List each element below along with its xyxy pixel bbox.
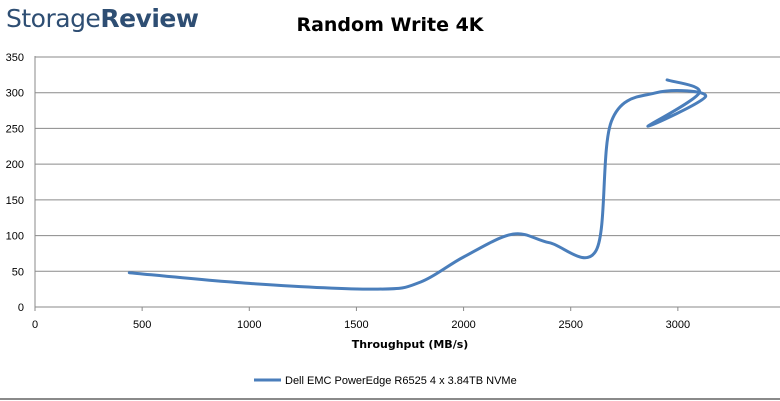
series-line (127, 78, 708, 291)
gridlines (35, 56, 780, 272)
y-tick-label: 350 (6, 52, 24, 64)
x-tick-label: 2000 (451, 319, 475, 331)
logo-text-storage: Storage (6, 4, 101, 33)
x-axis-title: Throughput (MB/s) (352, 338, 469, 351)
x-tick-labels: 0500100015002000250030003 (32, 307, 690, 331)
x-tick-label: 1000 (237, 319, 261, 331)
y-tick-label: 150 (6, 195, 24, 207)
y-tick-label: 50 (12, 266, 24, 278)
y-tick-label: 200 (6, 159, 24, 171)
y-tick-labels: 0 50 100 150 200 250 300 350 (6, 52, 24, 314)
chart-title: Random Write 4K (296, 14, 484, 36)
storagereview-logo: StorageReview (6, 4, 199, 33)
x-tick-label: 2500 (558, 319, 582, 331)
y-tick-label: 0 (18, 302, 24, 314)
series-points (129, 80, 705, 289)
bottom-divider (0, 398, 780, 400)
y-tick-label: 250 (6, 123, 24, 135)
legend-label: Dell EMC PowerEdge R6525 4 x 3.84TB NVMe (285, 375, 517, 387)
axes (34, 56, 780, 308)
x-tick-label: 1500 (344, 319, 368, 331)
x-tick-label: 3000 (666, 319, 690, 331)
x-tick-label: 500 (133, 319, 151, 331)
legend: Dell EMC PowerEdge R6525 4 x 3.84TB NVMe (254, 375, 517, 387)
y-tick-label: 100 (6, 231, 24, 243)
logo-text-review: Review (100, 4, 199, 33)
y-tick-label: 300 (6, 88, 24, 100)
x-tick-label: 0 (32, 319, 38, 331)
